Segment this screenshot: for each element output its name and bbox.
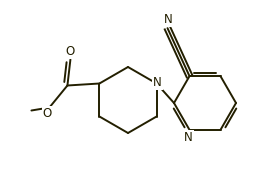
Text: O: O — [43, 107, 52, 120]
Text: N: N — [153, 76, 162, 89]
Text: N: N — [164, 13, 173, 26]
Text: O: O — [66, 45, 75, 58]
Text: N: N — [184, 131, 193, 144]
